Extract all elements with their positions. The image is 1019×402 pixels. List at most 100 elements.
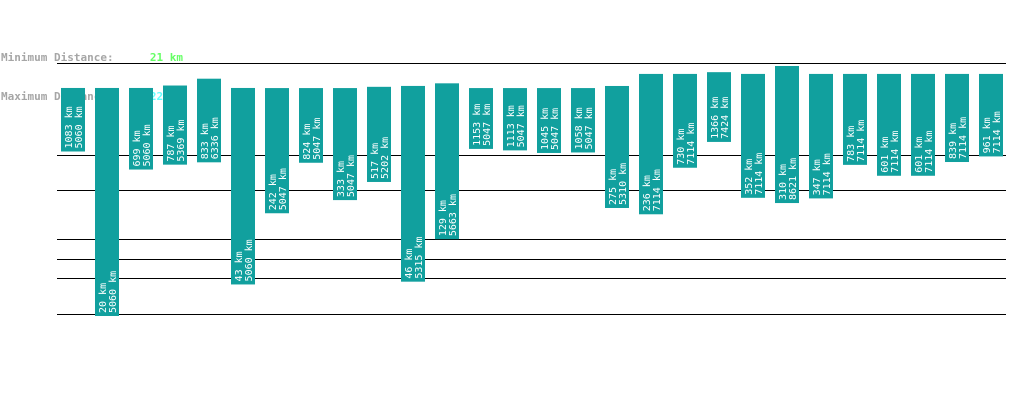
bar-group: 43 km 5060 km: [231, 87, 255, 285]
bar-group: 961 km 7114 km: [979, 73, 1003, 157]
bar-group: 839 km 7114 km: [945, 73, 969, 163]
bar-max-label: 5663 km: [448, 194, 459, 236]
bar: [707, 72, 731, 142]
bar-max-label: 7114 km: [754, 153, 765, 195]
bar-group: 310 km 8621 km: [775, 66, 799, 204]
bar-min-label: 242 km: [268, 174, 279, 210]
bar-group: 783 km 7114 km: [843, 73, 867, 165]
bar-min-label: 1083 km: [64, 106, 75, 148]
bar-max-label: 5047 km: [516, 105, 527, 147]
bar-max-label: 7114 km: [822, 153, 833, 195]
bar-min-label: 961 km: [982, 117, 993, 153]
bar-max-label: 5060 km: [108, 271, 119, 313]
bar-max-label: 5310 km: [618, 163, 629, 205]
bar: [775, 66, 799, 204]
bar-group: 787 km 5369 km: [163, 85, 187, 165]
bar-min-label: 601 km: [880, 137, 891, 173]
bar-group: 1153 km 5047 km: [469, 88, 493, 149]
bar-min-label: 1058 km: [574, 107, 585, 149]
bar-min-label: 1153 km: [472, 104, 483, 146]
bar: [537, 88, 561, 153]
bar-max-label: 5047 km: [278, 168, 289, 210]
bar: [435, 83, 459, 240]
bar: [503, 88, 527, 151]
bar: [809, 73, 833, 199]
bar-max-label: 7114 km: [652, 169, 663, 211]
bar: [163, 85, 187, 165]
bar-group: 236 km 7114 km: [639, 73, 663, 215]
bar: [945, 73, 969, 163]
bar-max-label: 7114 km: [686, 123, 697, 165]
bar-min-label: 333 km: [336, 161, 347, 197]
bar: [401, 85, 425, 282]
bar-min-label: 352 km: [744, 159, 755, 195]
bar: [367, 86, 391, 182]
bar-group: 699 km 5060 km: [129, 87, 153, 170]
bar-group: 347 km 7114 km: [809, 73, 833, 199]
bar-min-label: 236 km: [642, 175, 653, 211]
bar-group: 833 km 6336 km: [197, 78, 221, 163]
bar-group: 601 km 7114 km: [877, 73, 901, 176]
bar-min-label: 787 km: [166, 126, 177, 162]
bar-max-label: 5060 km: [74, 106, 85, 148]
bar-max-label: 7424 km: [720, 97, 731, 139]
bar: [197, 78, 221, 163]
bar-group: 129 km 5663 km: [435, 83, 459, 240]
bar-group: 1083 km 5060 km: [61, 87, 85, 152]
min-distance-row: Minimum Distance: 21 km: [1, 51, 183, 64]
bar-max-label: 7114 km: [992, 111, 1003, 153]
bar: [299, 88, 323, 163]
bar-min-label: 347 km: [812, 159, 823, 195]
bar-max-label: 5047 km: [482, 104, 493, 146]
bar-max-label: 5047 km: [550, 108, 561, 150]
bar-max-label: 5047 km: [346, 155, 357, 197]
bar-max-label: 5202 km: [380, 137, 391, 179]
bar-min-label: 20 km: [98, 283, 109, 313]
bar: [741, 73, 765, 198]
bar: [673, 73, 697, 168]
bar-min-label: 43 km: [234, 251, 245, 281]
bar-min-label: 275 km: [608, 169, 619, 205]
bar-min-label: 129 km: [438, 200, 449, 236]
bar-min-label: 1366 km: [710, 97, 721, 139]
bar-group: 352 km 7114 km: [741, 73, 765, 198]
min-distance-label: Minimum Distance:: [1, 51, 114, 64]
bar-group: 1113 km 5047 km: [503, 88, 527, 151]
bar-min-label: 699 km: [132, 130, 143, 166]
bar-max-label: 5060 km: [244, 239, 255, 281]
bar-max-label: 7114 km: [890, 131, 901, 173]
bar: [979, 73, 1003, 157]
min-distance-value: 21 km: [149, 51, 183, 64]
bar-max-label: 7114 km: [924, 131, 935, 173]
bar: [265, 88, 289, 214]
bar-max-label: 7114 km: [958, 117, 969, 159]
bar-max-label: 7114 km: [856, 120, 867, 162]
bar: [911, 73, 935, 176]
bar-max-label: 5047 km: [312, 118, 323, 160]
bar-min-label: 1045 km: [540, 108, 551, 150]
bar-min-label: 839 km: [948, 123, 959, 159]
bar-min-label: 824 km: [302, 124, 313, 160]
bar-group: 20 km 5060 km: [95, 87, 119, 316]
bar-group: 517 km 5202 km: [367, 86, 391, 182]
bar: [95, 87, 119, 316]
bar-min-label: 833 km: [200, 123, 211, 159]
bar-group: 730 km 7114 km: [673, 73, 697, 168]
bar-group: 1366 km 7424 km: [707, 72, 731, 142]
bar-min-label: 46 km: [404, 249, 415, 279]
bar-min-label: 730 km: [676, 129, 687, 165]
bar-max-label: 5315 km: [414, 237, 425, 279]
bar-max-label: 5060 km: [142, 124, 153, 166]
bar-min-label: 517 km: [370, 143, 381, 179]
bar: [61, 87, 85, 152]
bar-max-label: 5047 km: [584, 107, 595, 149]
bar-min-label: 310 km: [778, 164, 789, 200]
bar-group: 242 km 5047 km: [265, 88, 289, 214]
bar-max-label: 8621 km: [788, 158, 799, 200]
bar-group: 601 km 7114 km: [911, 73, 935, 176]
bar-group: 275 km 5310 km: [605, 85, 629, 208]
bar: [877, 73, 901, 176]
bar-group: 46 km 5315 km: [401, 85, 425, 282]
bar-group: 824 km 5047 km: [299, 88, 323, 163]
